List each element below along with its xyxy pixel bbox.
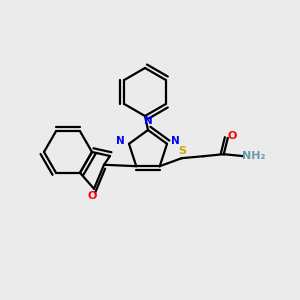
- Text: O: O: [227, 131, 236, 141]
- Text: N: N: [116, 136, 125, 146]
- Text: O: O: [87, 191, 97, 201]
- Text: S: S: [178, 146, 186, 156]
- Text: NH₂: NH₂: [242, 151, 266, 161]
- Text: N: N: [144, 116, 152, 126]
- Text: N: N: [171, 136, 180, 146]
